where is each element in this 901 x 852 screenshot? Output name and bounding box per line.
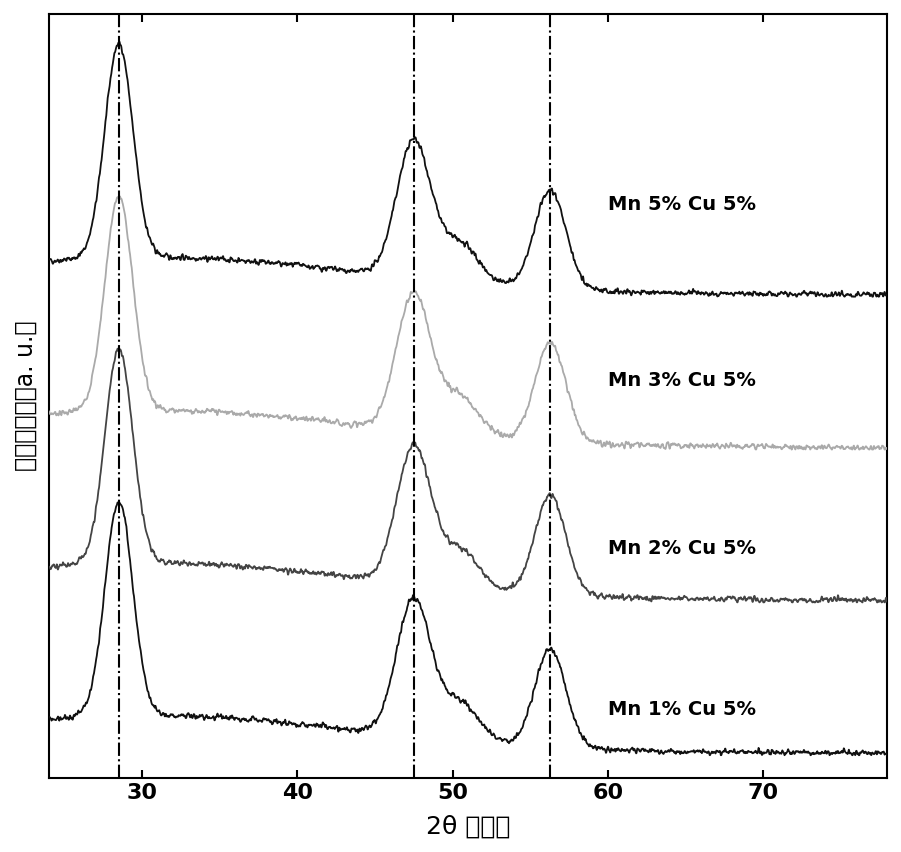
Text: Mn 3% Cu 5%: Mn 3% Cu 5% <box>608 371 756 390</box>
X-axis label: 2θ （度）: 2θ （度） <box>426 815 510 838</box>
Text: Mn 5% Cu 5%: Mn 5% Cu 5% <box>608 195 756 215</box>
Y-axis label: 衍射峰强度（a. u.）: 衍射峰强度（a. u.） <box>14 320 38 471</box>
Text: Mn 1% Cu 5%: Mn 1% Cu 5% <box>608 699 756 719</box>
Text: Mn 2% Cu 5%: Mn 2% Cu 5% <box>608 539 756 558</box>
